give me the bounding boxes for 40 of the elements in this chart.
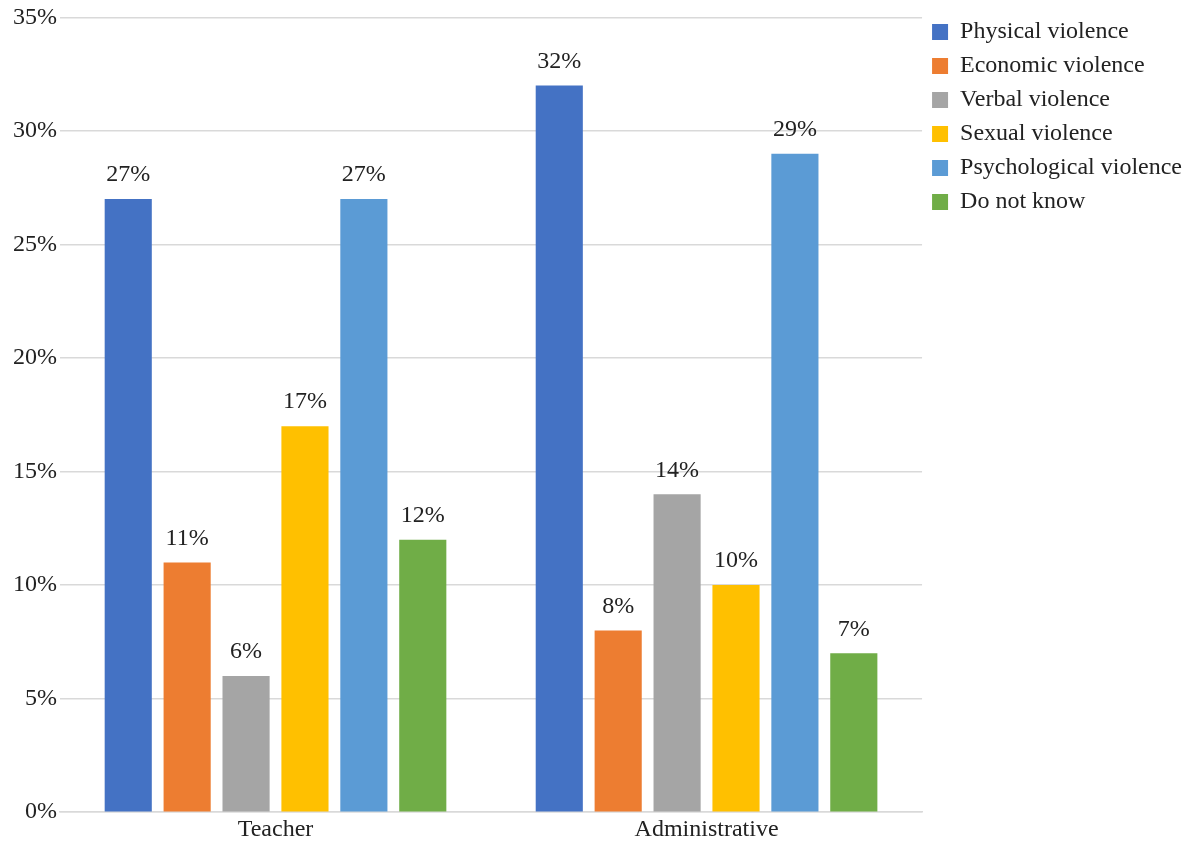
bar (712, 585, 760, 812)
data-label: 6% (230, 637, 263, 664)
data-label: 11% (165, 523, 209, 550)
bar (830, 653, 878, 812)
bar (594, 630, 642, 812)
data-label: 7% (837, 614, 870, 641)
data-label: 17% (282, 387, 327, 414)
data-label: 29% (772, 114, 817, 141)
legend-label: Psychological violence (960, 153, 1183, 180)
y-tick-label: 10% (12, 570, 57, 597)
bar (340, 199, 388, 812)
y-tick-label: 30% (12, 116, 57, 143)
legend-label: Verbal violence (960, 85, 1110, 112)
bar (399, 539, 447, 812)
y-tick-label: 20% (12, 343, 57, 370)
bar (771, 153, 819, 812)
bar (281, 426, 329, 812)
legend-label: Physical violence (960, 17, 1129, 44)
y-tick-label: 15% (12, 456, 57, 483)
bar (535, 85, 583, 812)
data-label: 8% (602, 591, 635, 618)
legend-label: Do not know (960, 187, 1087, 214)
y-tick-label: 35% (12, 2, 57, 29)
bar (163, 562, 211, 812)
bar (653, 494, 701, 812)
data-label: 27% (106, 160, 151, 187)
legend-label: Sexual violence (960, 119, 1113, 146)
y-tick-label: 25% (12, 229, 57, 256)
x-tick-label: Teacher (237, 814, 314, 841)
data-label: 27% (341, 160, 386, 187)
bar (222, 675, 270, 812)
data-label: 12% (400, 500, 445, 527)
data-label: 32% (537, 46, 582, 73)
data-label: 10% (714, 546, 758, 573)
y-tick-label: 5% (24, 683, 57, 710)
y-tick-label: 0% (24, 797, 57, 824)
bar (104, 199, 152, 812)
x-tick-label: Administrative (634, 814, 779, 841)
legend-label: Economic violence (960, 51, 1145, 78)
data-label: 14% (655, 455, 700, 482)
